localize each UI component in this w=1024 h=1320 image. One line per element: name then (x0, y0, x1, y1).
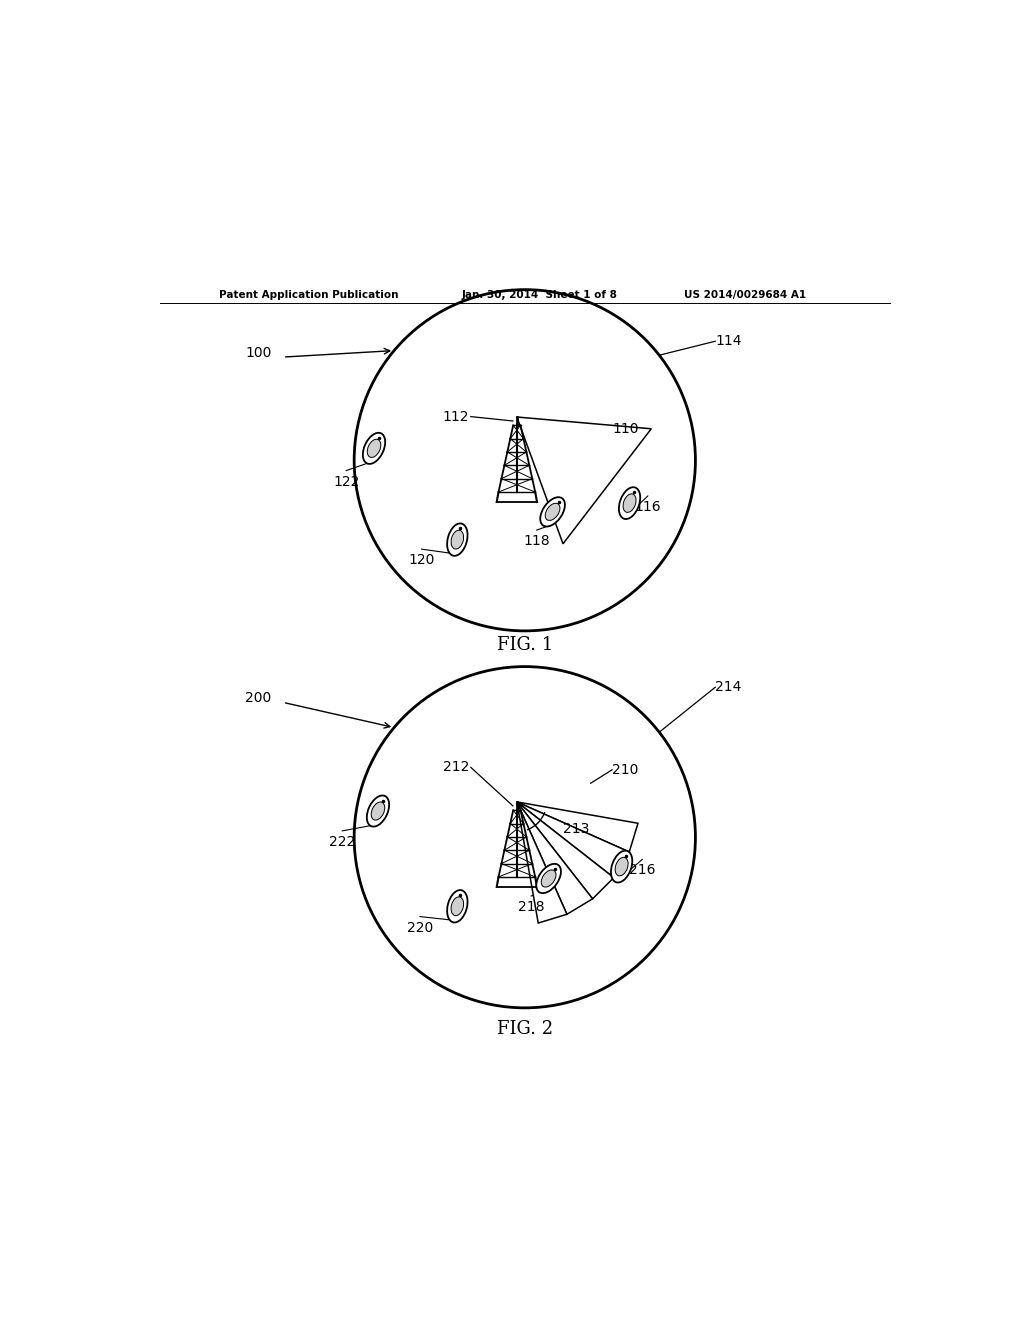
Text: 120: 120 (409, 553, 435, 568)
Ellipse shape (537, 863, 561, 894)
Ellipse shape (452, 896, 464, 916)
Text: 110: 110 (612, 421, 639, 436)
Text: 116: 116 (635, 500, 662, 513)
Polygon shape (517, 417, 651, 544)
Text: 218: 218 (518, 900, 545, 913)
Ellipse shape (615, 857, 628, 876)
Text: 216: 216 (629, 863, 655, 878)
Text: Patent Application Publication: Patent Application Publication (219, 290, 398, 300)
Ellipse shape (362, 433, 385, 463)
Text: 114: 114 (715, 334, 741, 348)
Text: 122: 122 (333, 475, 359, 488)
Text: 214: 214 (715, 680, 741, 694)
Ellipse shape (452, 531, 464, 549)
Polygon shape (517, 803, 629, 878)
Ellipse shape (541, 498, 565, 527)
Ellipse shape (545, 503, 560, 520)
Ellipse shape (367, 796, 389, 826)
Text: 212: 212 (442, 760, 469, 775)
Polygon shape (517, 803, 638, 851)
Ellipse shape (623, 494, 636, 512)
Circle shape (354, 289, 695, 631)
Polygon shape (517, 803, 593, 915)
Text: 100: 100 (246, 346, 271, 360)
Ellipse shape (611, 850, 632, 883)
Text: 220: 220 (407, 920, 433, 935)
Text: 118: 118 (523, 535, 550, 548)
Ellipse shape (447, 890, 468, 923)
Text: 210: 210 (612, 763, 639, 776)
Text: FIG. 1: FIG. 1 (497, 636, 553, 655)
Text: US 2014/0029684 A1: US 2014/0029684 A1 (684, 290, 806, 300)
Ellipse shape (372, 803, 385, 820)
Circle shape (354, 667, 695, 1008)
Ellipse shape (368, 440, 381, 458)
Text: 222: 222 (329, 834, 355, 849)
Polygon shape (517, 803, 613, 899)
Text: 213: 213 (563, 822, 589, 837)
Text: FIG. 2: FIG. 2 (497, 1020, 553, 1039)
Text: Jan. 30, 2014  Sheet 1 of 8: Jan. 30, 2014 Sheet 1 of 8 (461, 290, 617, 300)
Ellipse shape (618, 487, 640, 519)
Ellipse shape (447, 524, 468, 556)
Polygon shape (517, 803, 567, 923)
Text: 112: 112 (442, 409, 469, 424)
Ellipse shape (542, 870, 556, 887)
Text: 200: 200 (246, 692, 271, 705)
